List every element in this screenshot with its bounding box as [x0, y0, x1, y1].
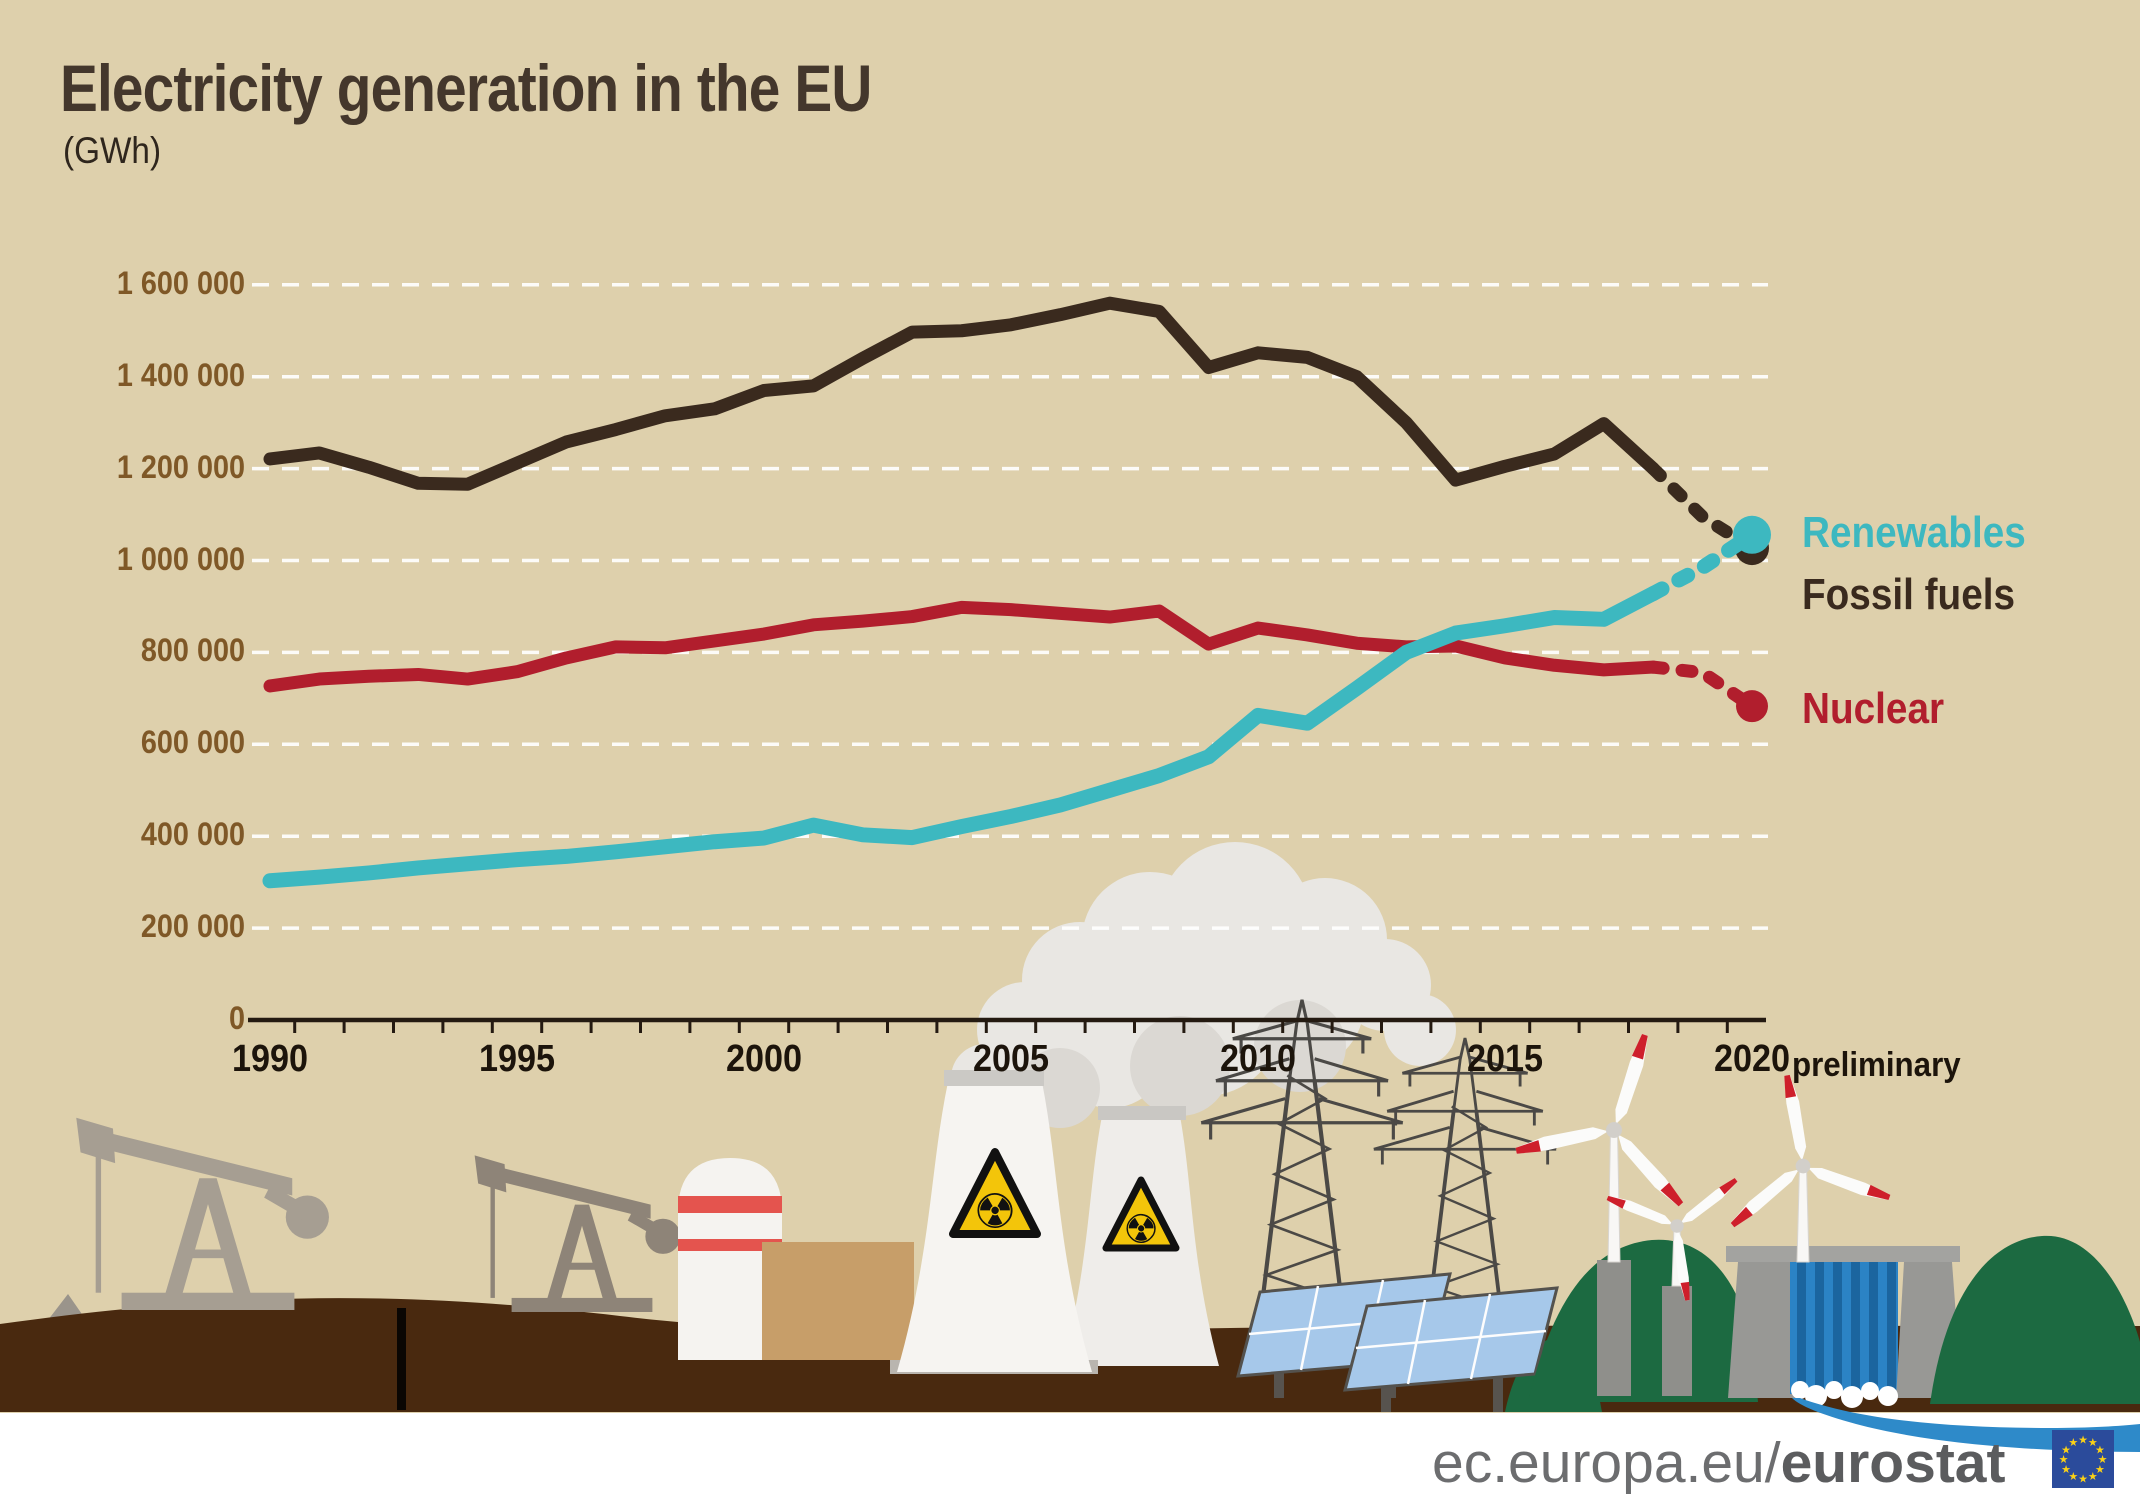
steam-cloud-icon [951, 842, 1456, 1128]
y-axis-tick-label: 1 400 000 [116, 356, 245, 393]
x-axis-tick-label: 2010 [1219, 1038, 1297, 1080]
footer-url-eurostat: eurostat [1780, 1431, 2006, 1495]
wind-turbine-icon [1514, 1033, 1686, 1263]
y-axis-tick-label: 1 200 000 [116, 448, 245, 485]
series-line-renewables [262, 586, 1661, 889]
eu-flag-icon: ★ ★ ★ ★ ★ ★ ★ ★ ★ ★ ★ ★ [2052, 1430, 2114, 1493]
eu-star-icon: ★ [2059, 1454, 2069, 1466]
page-title: Electricity generation in the EU [60, 51, 872, 125]
series-line-nuclear [263, 600, 1660, 693]
hydro-dam-icon [1597, 1246, 1962, 1408]
nuclear-cooling-tower-icon: ☢ [890, 1070, 1098, 1374]
legend-item-nuclear: Nuclear [1802, 684, 1945, 733]
y-axis-tick-label: 1 000 000 [116, 540, 245, 577]
eu-star-icon: ★ [2061, 1464, 2071, 1476]
y-axis-tick-label: 400 000 [140, 816, 245, 853]
wind-turbine-icon [1727, 1074, 1892, 1263]
wind-turbine-icon [1605, 1176, 1740, 1302]
x-axis-tick-label: 2020 [1713, 1038, 1791, 1080]
radiation-icon: ☢ [1123, 1207, 1159, 1253]
radiation-icon: ☢ [973, 1184, 1016, 1240]
x-axis-tick-label: 1995 [478, 1038, 556, 1080]
eu-star-icon: ★ [2095, 1464, 2105, 1476]
oil-well-line [397, 1308, 406, 1410]
x-axis-tick-label: 2015 [1466, 1038, 1544, 1080]
y-axis-tick-label: 600 000 [140, 724, 245, 761]
preliminary-note: preliminary [1792, 1046, 1961, 1084]
y-axis-tick-label: 200 000 [140, 908, 245, 945]
legend-item-fossil-fuels: Fossil fuels [1802, 570, 2016, 619]
chart-unit-label: (GWh) [63, 130, 162, 171]
eu-star-icon: ★ [2078, 1474, 2088, 1486]
eu-star-icon: ★ [2061, 1444, 2071, 1456]
series-line-fossil [263, 296, 1660, 491]
x-axis-tick-label: 2005 [972, 1038, 1050, 1080]
footer-url: ec.europa.eu/eurostat [1432, 1430, 2006, 1496]
series-end-dot-renewables [1733, 515, 1771, 554]
y-axis-tick-label: 0 [228, 1000, 245, 1036]
series-dashed-renewables [1645, 527, 1760, 602]
eu-star-icon: ★ [2095, 1444, 2105, 1456]
eu-star-icon: ★ [2088, 1471, 2098, 1483]
series-dashed-fossil [1646, 462, 1759, 555]
chimney-icon [678, 1158, 782, 1360]
nuclear-cooling-tower-icon: ☢ [1062, 1106, 1219, 1366]
eu-star-icon: ★ [2078, 1435, 2088, 1447]
hill [1930, 1235, 2140, 1404]
radiation-sign-icon [1102, 1176, 1180, 1252]
series-dashed-nuclear [1646, 660, 1759, 713]
eu-star-icon: ★ [2068, 1471, 2078, 1483]
series-end-dot-nuclear [1736, 690, 1768, 723]
legend-item-renewables: Renewables [1802, 508, 2026, 557]
eu-star-icon: ★ [2068, 1437, 2078, 1449]
hill [1528, 1239, 1758, 1402]
eu-star-icon: ★ [2098, 1454, 2108, 1466]
x-axis-tick-label: 2000 [725, 1038, 803, 1080]
footer-url-domain: ec.europa.eu/ [1432, 1431, 1781, 1495]
y-axis-tick-label: 1 600 000 [116, 264, 245, 301]
eu-star-icon: ★ [2088, 1437, 2098, 1449]
plant-building [762, 1242, 914, 1360]
x-axis-tick-label: 1990 [231, 1038, 309, 1080]
radiation-sign-icon [949, 1148, 1041, 1238]
y-axis-tick-label: 800 000 [140, 632, 245, 669]
